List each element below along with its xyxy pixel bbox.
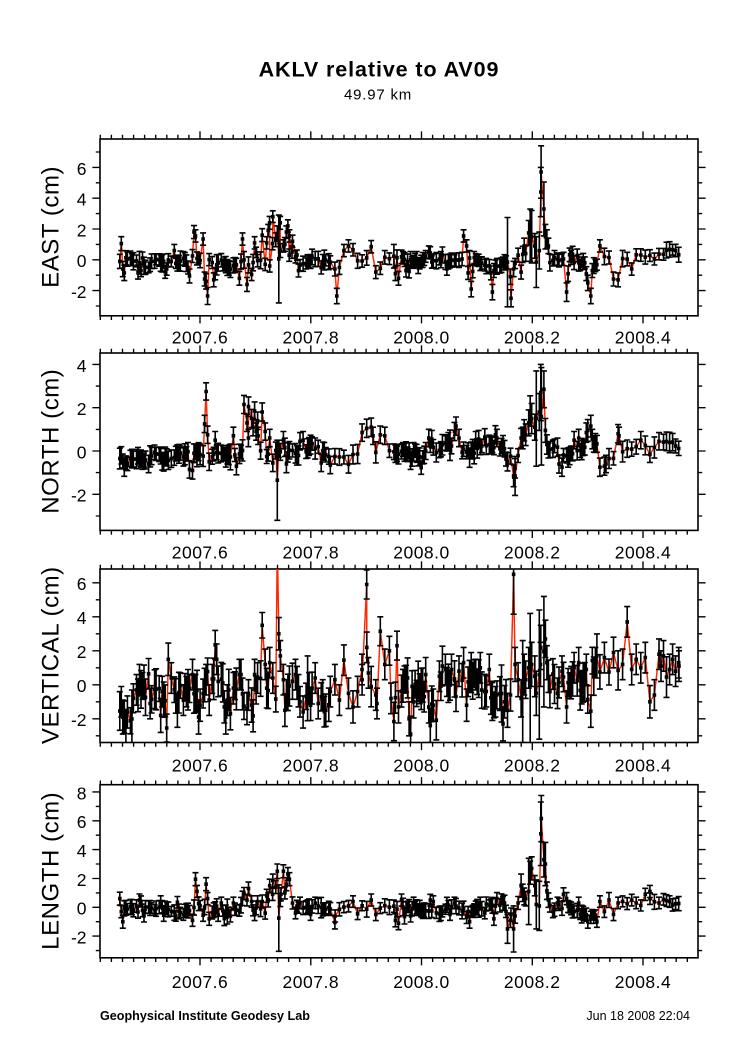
svg-text:2008.0: 2008.0 <box>393 755 450 775</box>
svg-text:8: 8 <box>77 783 87 803</box>
svg-text:2008.4: 2008.4 <box>615 328 672 348</box>
svg-text:2007.6: 2007.6 <box>172 755 229 775</box>
svg-text:0: 0 <box>77 899 87 919</box>
svg-text:49.97 km: 49.97 km <box>344 87 412 104</box>
svg-text:2008.2: 2008.2 <box>504 972 561 992</box>
svg-text:6: 6 <box>77 812 87 832</box>
svg-text:2008.0: 2008.0 <box>393 972 450 992</box>
svg-text:Jun 18 2008 22:04: Jun 18 2008 22:04 <box>586 1009 690 1023</box>
svg-text:2008.2: 2008.2 <box>504 328 561 348</box>
svg-text:AKLV relative to AV09: AKLV relative to AV09 <box>259 58 500 82</box>
svg-text:-2: -2 <box>71 928 87 948</box>
svg-text:0: 0 <box>77 442 87 462</box>
svg-text:-2: -2 <box>71 710 87 730</box>
svg-text:Geophysical Institute Geodesy: Geophysical Institute Geodesy Lab <box>100 1009 310 1023</box>
svg-text:2007.6: 2007.6 <box>172 328 229 348</box>
svg-text:EAST (cm): EAST (cm) <box>38 166 65 288</box>
svg-text:0: 0 <box>77 676 87 696</box>
svg-text:-2: -2 <box>71 282 87 302</box>
svg-text:6: 6 <box>77 574 87 594</box>
svg-text:2008.4: 2008.4 <box>615 972 672 992</box>
svg-text:2008.0: 2008.0 <box>393 542 450 562</box>
svg-text:2008.4: 2008.4 <box>615 542 672 562</box>
svg-text:2008.2: 2008.2 <box>504 542 561 562</box>
svg-text:-2: -2 <box>71 486 87 506</box>
svg-text:2007.8: 2007.8 <box>283 328 340 348</box>
svg-text:NORTH (cm): NORTH (cm) <box>38 369 65 514</box>
svg-text:2: 2 <box>77 642 87 662</box>
svg-text:4: 4 <box>77 608 87 628</box>
svg-text:4: 4 <box>77 356 87 376</box>
svg-text:2: 2 <box>77 220 87 240</box>
svg-text:2007.6: 2007.6 <box>172 542 229 562</box>
svg-text:2008.2: 2008.2 <box>504 755 561 775</box>
svg-text:2007.8: 2007.8 <box>283 755 340 775</box>
svg-text:2008.4: 2008.4 <box>615 755 672 775</box>
svg-text:LENGTH (cm): LENGTH (cm) <box>38 792 65 950</box>
svg-text:2: 2 <box>77 399 87 419</box>
svg-text:0: 0 <box>77 251 87 271</box>
svg-text:VERTICAL (cm): VERTICAL (cm) <box>38 566 65 744</box>
svg-text:2007.8: 2007.8 <box>283 972 340 992</box>
svg-text:2008.0: 2008.0 <box>393 328 450 348</box>
svg-text:4: 4 <box>77 841 87 861</box>
svg-text:2007.8: 2007.8 <box>283 542 340 562</box>
svg-text:4: 4 <box>77 190 87 210</box>
svg-text:2007.6: 2007.6 <box>172 972 229 992</box>
svg-text:6: 6 <box>77 159 87 179</box>
svg-text:2: 2 <box>77 870 87 890</box>
